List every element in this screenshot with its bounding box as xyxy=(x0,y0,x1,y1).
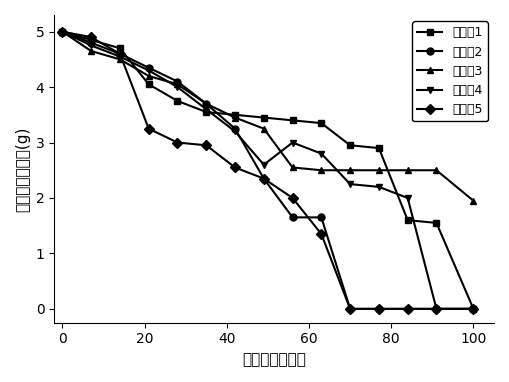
实施例2 xyxy=(261,176,267,181)
实施例2 xyxy=(433,307,439,311)
实施例5 xyxy=(232,165,238,170)
实施例3 xyxy=(470,199,476,203)
实施例1 xyxy=(405,218,411,222)
实施例4 xyxy=(203,107,209,112)
实施例1 xyxy=(88,38,94,42)
实施例3 xyxy=(88,49,94,53)
实施例1 xyxy=(146,82,152,87)
Line: 实施例2: 实施例2 xyxy=(59,28,477,312)
实施例2 xyxy=(290,215,296,220)
实施例4 xyxy=(347,182,353,186)
实施例5 xyxy=(290,196,296,200)
实施例1 xyxy=(376,146,382,151)
实施例2 xyxy=(405,307,411,311)
实施例5 xyxy=(60,29,66,34)
实施例3 xyxy=(347,168,353,173)
实施例5 xyxy=(376,307,382,311)
实施例4 xyxy=(318,151,324,156)
实施例5 xyxy=(88,35,94,39)
实施例3 xyxy=(232,115,238,120)
实施例3 xyxy=(318,168,324,173)
实施例4 xyxy=(290,140,296,145)
实施例1 xyxy=(261,115,267,120)
实施例3 xyxy=(433,168,439,173)
Line: 实施例4: 实施例4 xyxy=(59,28,477,312)
实施例4 xyxy=(117,54,123,59)
实施例5 xyxy=(203,143,209,147)
实施例2 xyxy=(470,307,476,311)
X-axis label: 控释时间（天）: 控释时间（天） xyxy=(242,352,306,367)
实施例3 xyxy=(261,126,267,131)
实施例1 xyxy=(117,46,123,50)
实施例4 xyxy=(60,29,66,34)
实施例5 xyxy=(175,140,181,145)
实施例1 xyxy=(175,99,181,103)
实施例4 xyxy=(88,43,94,48)
实施例5 xyxy=(470,307,476,311)
实施例4 xyxy=(433,307,439,311)
实施例2 xyxy=(318,215,324,220)
实施例2 xyxy=(175,79,181,84)
实施例3 xyxy=(146,74,152,78)
实施例4 xyxy=(146,68,152,73)
实施例2 xyxy=(203,101,209,106)
实施例2 xyxy=(376,307,382,311)
实施例3 xyxy=(290,165,296,170)
实施例5 xyxy=(405,307,411,311)
实施例3 xyxy=(175,82,181,87)
Line: 实施例3: 实施例3 xyxy=(59,28,477,204)
实施例5 xyxy=(117,52,123,56)
实施例4 xyxy=(175,85,181,89)
实施例1 xyxy=(290,118,296,123)
实施例4 xyxy=(376,185,382,189)
实施例5 xyxy=(318,232,324,236)
实施例1 xyxy=(470,307,476,311)
实施例1 xyxy=(232,113,238,117)
实施例3 xyxy=(60,29,66,34)
Y-axis label: 控释肥剩余重量(g): 控释肥剩余重量(g) xyxy=(15,126,30,212)
实施例2 xyxy=(347,307,353,311)
实施例4 xyxy=(261,162,267,167)
实施例4 xyxy=(405,196,411,200)
实施例1 xyxy=(60,29,66,34)
实施例3 xyxy=(376,168,382,173)
Line: 实施例1: 实施例1 xyxy=(59,28,477,312)
实施例4 xyxy=(470,307,476,311)
Line: 实施例5: 实施例5 xyxy=(59,28,477,312)
实施例1 xyxy=(203,110,209,114)
实施例2 xyxy=(232,126,238,131)
实施例2 xyxy=(146,65,152,70)
实施例4 xyxy=(232,129,238,134)
实施例2 xyxy=(88,40,94,45)
实施例2 xyxy=(117,52,123,56)
实施例1 xyxy=(433,221,439,225)
实施例5 xyxy=(261,176,267,181)
实施例3 xyxy=(117,57,123,62)
实施例1 xyxy=(347,143,353,147)
实施例5 xyxy=(433,307,439,311)
实施例2 xyxy=(60,29,66,34)
实施例3 xyxy=(405,168,411,173)
Legend: 实施例1, 实施例2, 实施例3, 实施例4, 实施例5: 实施例1, 实施例2, 实施例3, 实施例4, 实施例5 xyxy=(412,21,488,121)
实施例5 xyxy=(146,126,152,131)
实施例1 xyxy=(318,121,324,125)
实施例3 xyxy=(203,101,209,106)
实施例5 xyxy=(347,307,353,311)
